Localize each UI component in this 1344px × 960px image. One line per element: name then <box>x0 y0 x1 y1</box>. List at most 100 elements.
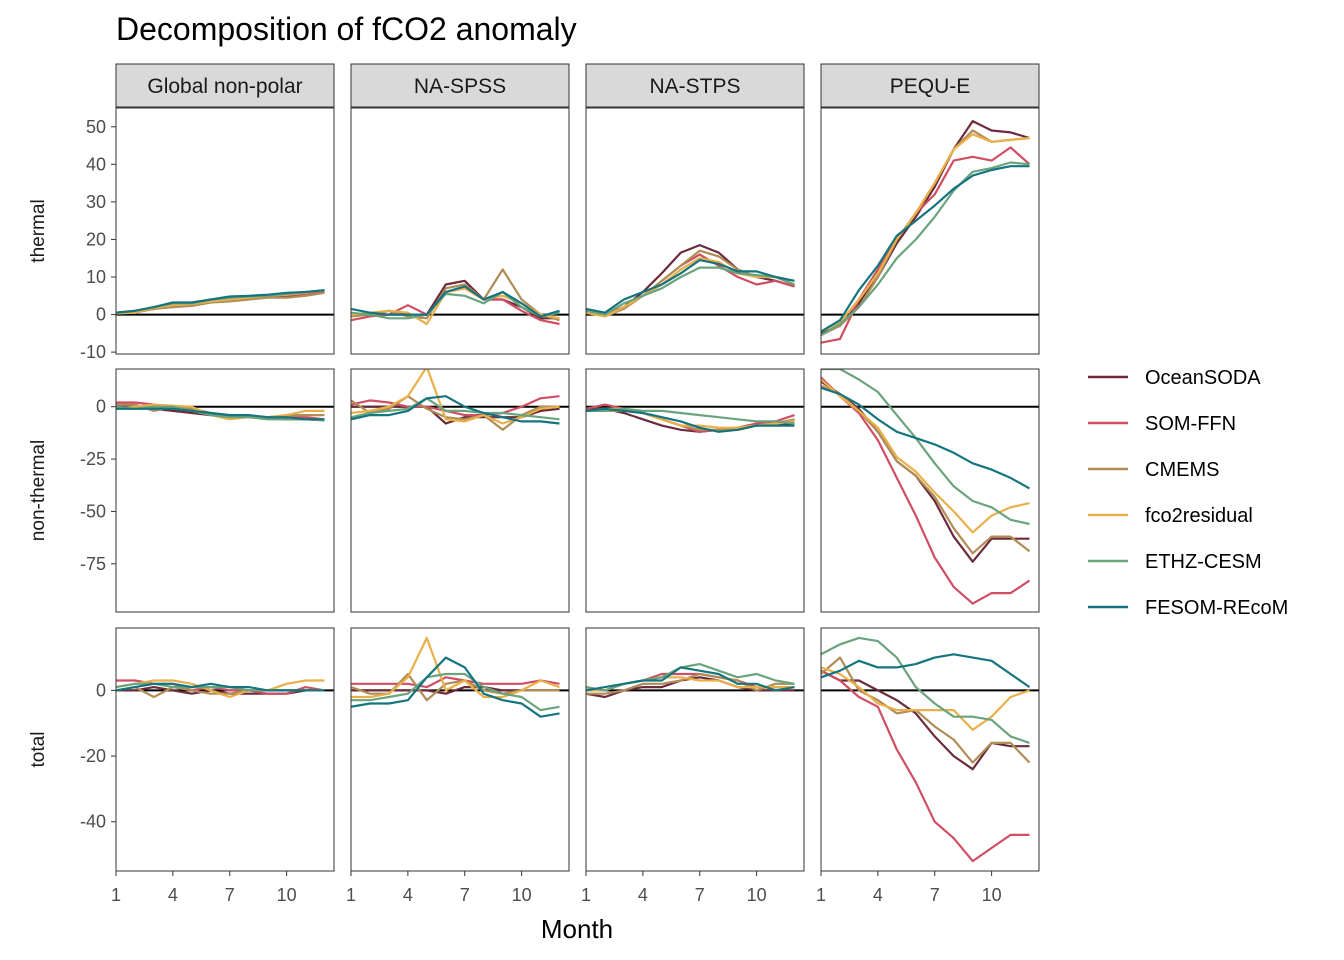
facet-panels: Global non-polar NA-SPSS NA-STPS PEQU-E ther… <box>28 63 1040 905</box>
panel-border <box>115 107 335 355</box>
series-line <box>351 656 560 718</box>
x-tick-label: 7 <box>930 885 940 905</box>
x-tick-label: 7 <box>695 885 705 905</box>
series-line <box>821 669 1030 863</box>
y-tick-label: -50 <box>80 501 106 521</box>
series-line <box>351 672 560 712</box>
panel-background <box>586 628 804 871</box>
series-line <box>351 290 560 320</box>
row-label: non-thermal <box>28 440 49 541</box>
x-tick-label: 7 <box>225 885 235 905</box>
facet-strip <box>115 63 335 108</box>
facet-strip-label: PEQU-E <box>890 75 971 98</box>
facet-strip <box>585 63 805 108</box>
x-tick-label: 4 <box>403 885 413 905</box>
legend-label: fco2residual <box>1145 505 1253 527</box>
row-label: total <box>28 732 49 768</box>
y-tick-label: 20 <box>86 229 106 249</box>
series-line <box>351 676 560 689</box>
y-tick-label: 10 <box>86 267 106 287</box>
legend: OceanSODA SOM-FFN CMEMS fco2residual ETHZ-CE… <box>1088 367 1288 619</box>
x-tick-label: 10 <box>512 885 532 905</box>
series-line <box>116 679 325 699</box>
panel-border <box>820 368 1040 613</box>
chart-title: Decomposition of fCO2 anomaly <box>116 11 577 47</box>
series-line <box>116 289 325 314</box>
panel-background <box>586 108 804 354</box>
panel-border <box>350 107 570 355</box>
panel-series <box>821 119 1031 344</box>
panel-series <box>821 636 1031 863</box>
panel-border <box>350 627 570 872</box>
panel-series <box>351 268 560 326</box>
panel-series <box>116 289 325 315</box>
x-axis-title: Month <box>541 914 613 944</box>
series-line <box>586 407 795 433</box>
x-tick-label: 4 <box>873 885 883 905</box>
series-line <box>821 653 1031 689</box>
series-line <box>116 682 325 692</box>
panel-series <box>351 636 560 718</box>
y-tick-label: -40 <box>80 812 106 832</box>
series-line <box>586 672 795 695</box>
legend-label: ETHZ-CESM <box>1145 551 1262 573</box>
panel-border <box>585 368 805 613</box>
series-line <box>821 380 1030 563</box>
series-line <box>821 369 1030 526</box>
series-line <box>116 405 325 422</box>
panel-series <box>116 401 325 422</box>
legend-label: OceanSODA <box>1145 367 1261 389</box>
series-line <box>821 376 1031 605</box>
y-tick-label: 0 <box>96 680 106 700</box>
panel-background <box>586 369 804 612</box>
series-line <box>821 386 1031 490</box>
series-line <box>351 395 560 425</box>
panel-border <box>585 627 805 872</box>
series-line <box>821 146 1031 344</box>
series-line <box>821 133 1030 333</box>
series-line <box>351 285 560 318</box>
x-tick-label: 1 <box>346 885 356 905</box>
x-tick-label: 1 <box>581 885 591 905</box>
x-tick-label: 10 <box>747 885 767 905</box>
panel-series <box>821 369 1031 605</box>
y-tick-label: 50 <box>86 117 106 137</box>
series-line <box>586 257 795 318</box>
y-tick-label: 40 <box>86 154 106 174</box>
y-tick-label: -25 <box>80 449 106 469</box>
panel-series <box>351 369 560 431</box>
panel-series <box>586 403 795 433</box>
y-tick-label: -20 <box>80 746 106 766</box>
y-tick-label: 0 <box>96 305 106 325</box>
panel-background <box>116 108 334 354</box>
panel-background <box>821 108 1039 354</box>
series-line <box>821 165 1030 333</box>
series-line <box>586 666 795 692</box>
legend-label: SOM-FFN <box>1145 413 1236 435</box>
legend-label: FESOM-REcoM <box>1145 597 1288 619</box>
facet-strip-label: NA-SPSS <box>414 75 506 98</box>
panel-background <box>351 628 569 871</box>
x-tick-label: 4 <box>168 885 178 905</box>
y-tick-label: 30 <box>86 192 106 212</box>
facet-strip-label: NA-STPS <box>649 75 740 98</box>
series-line <box>821 636 1030 744</box>
panel-border <box>585 107 805 355</box>
series-line <box>821 666 1030 731</box>
panel-background <box>351 369 569 612</box>
legend-label: CMEMS <box>1145 459 1219 481</box>
x-tick-label: 4 <box>638 885 648 905</box>
series-line <box>586 407 795 425</box>
panel-background <box>116 628 334 871</box>
y-tick-label: -10 <box>80 342 106 362</box>
series-line <box>351 397 560 421</box>
series-line <box>586 266 795 316</box>
facet-strip <box>820 63 1040 108</box>
facet-strip-label: Global non-polar <box>147 75 302 98</box>
series-line <box>351 395 560 417</box>
series-line <box>821 378 1030 534</box>
x-tick-label: 10 <box>982 885 1002 905</box>
panel-series <box>116 679 325 699</box>
series-line <box>351 636 560 699</box>
x-tick-label: 1 <box>816 885 826 905</box>
